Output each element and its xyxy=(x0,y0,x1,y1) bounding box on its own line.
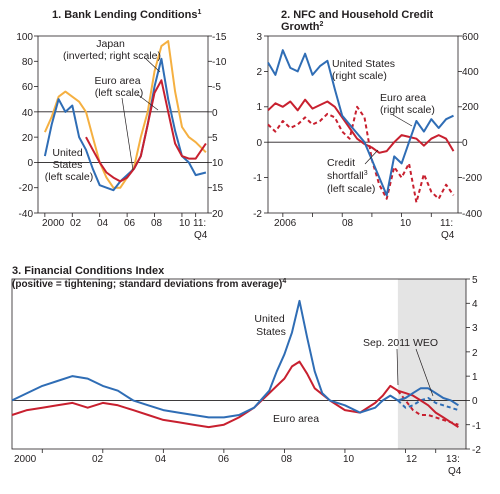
p3-y-tick: -2 xyxy=(472,445,481,456)
p3-x-tick: 10 xyxy=(343,454,355,465)
p3-x-tick-sub: Q4 xyxy=(448,466,462,477)
p3-series-us xyxy=(11,299,399,419)
p1-ly-tick: -40 xyxy=(19,209,34,220)
p2-ly-tick: 0 xyxy=(256,138,262,149)
p1-ly-tick: 0 xyxy=(27,158,33,169)
p2-leader-shortfall xyxy=(364,149,379,165)
p1-x-tick: 2000 xyxy=(42,218,65,229)
panel-1-frame xyxy=(37,35,209,214)
p3-y-tick: 0 xyxy=(472,396,478,407)
p1-ry-tick: 0 xyxy=(212,108,218,119)
p3-y-tick: 2 xyxy=(472,348,478,359)
panel-2-title: 2. NFC and Household Credit Growth2 xyxy=(281,9,436,33)
p2-ly-tick: 2 xyxy=(256,67,262,78)
panel-1-title: 1. Bank Lending Conditions1 xyxy=(52,9,201,21)
panel-1-bank-lending: 1. Bank Lending Conditions1 100 80 60 40… xyxy=(16,9,227,241)
p1-ry-tick: -10 xyxy=(212,57,227,68)
p3-y-tick: 3 xyxy=(472,323,478,334)
p2-label-euro: Euro area (right scale) xyxy=(380,92,435,116)
p3-y-tick: 5 xyxy=(472,275,478,286)
p3-leader-weo-2 xyxy=(415,348,434,397)
p2-ry-tick: -200 xyxy=(462,173,482,184)
p3-series-euro-proj xyxy=(397,389,459,428)
p2-x-tick: 11: xyxy=(440,218,453,229)
p3-label-us: United States xyxy=(254,313,287,338)
p2-x-tick: 2006 xyxy=(274,218,297,229)
p3-x-tick: 04 xyxy=(155,454,167,465)
p1-leader-euro-2 xyxy=(121,97,134,171)
p2-x-tick-sub: Q4 xyxy=(441,230,455,241)
p1-ly-tick: 80 xyxy=(22,57,34,68)
p1-ly-tick: 100 xyxy=(16,32,33,43)
p2-ry-tick: 400 xyxy=(462,67,479,78)
p1-ly-tick: -20 xyxy=(19,183,34,194)
p3-label-weo: Sep. 2011 WEO xyxy=(363,337,438,349)
p2-ly-tick: -1 xyxy=(253,173,262,184)
p3-series-us-proj xyxy=(397,387,459,407)
p2-label-shortfall: Credit shortfall3 (left scale) xyxy=(327,157,375,195)
p1-x-tick-sub: Q4 xyxy=(194,230,208,241)
p2-ry-tick: 200 xyxy=(462,102,479,113)
p3-x-tick: 2000 xyxy=(14,454,37,465)
p1-ry-tick: 5 xyxy=(212,133,218,144)
p1-x-tick: 08 xyxy=(151,218,163,229)
p1-x-tick: 02 xyxy=(70,218,82,229)
p2-series-shortfall xyxy=(267,105,455,204)
p3-series-euro-weo xyxy=(397,390,459,426)
p3-y-tick: 4 xyxy=(472,299,478,310)
p3-y-tick: -1 xyxy=(472,421,481,432)
p2-x-tick: 10 xyxy=(400,218,412,229)
p2-ly-tick: -2 xyxy=(253,209,262,220)
p1-x-tick: 11: xyxy=(193,218,206,229)
panel-3-fci: 3. Financial Conditions Index (positive … xyxy=(11,265,481,477)
p1-ly-tick: 60 xyxy=(22,82,34,93)
p1-ly-tick: 40 xyxy=(22,108,34,119)
p3-label-euro: Euro area xyxy=(273,413,319,425)
p1-label-euro: Euro area (left scale) xyxy=(94,75,143,99)
p3-series-us-weo xyxy=(397,397,459,412)
p1-x-tick: 04 xyxy=(97,218,109,229)
p2-ly-tick: 1 xyxy=(256,102,262,113)
panel-3-title: 3. Financial Conditions Index xyxy=(12,265,165,277)
p3-x-tick: 08 xyxy=(281,454,293,465)
p1-series-euro xyxy=(85,79,207,183)
p2-label-us: United States (right scale) xyxy=(332,58,398,82)
p2-ly-tick: 3 xyxy=(256,32,262,43)
p2-ry-tick: 600 xyxy=(462,32,479,43)
p2-leader-euro xyxy=(392,114,413,127)
p3-y-tick: 1 xyxy=(472,372,478,383)
p3-x-tick: 02 xyxy=(92,454,104,465)
p1-ry-tick: 15 xyxy=(212,183,224,194)
p1-leader-euro xyxy=(136,93,159,111)
p1-x-tick: 10 xyxy=(179,218,191,229)
p2-series-us xyxy=(267,49,454,197)
p1-label-japan: Japan (inverted; right scale) xyxy=(63,38,161,62)
p1-ry-tick: 20 xyxy=(212,209,224,220)
p1-x-tick: 06 xyxy=(124,218,136,229)
p1-ry-tick: -5 xyxy=(212,82,221,93)
panel-2-credit-growth: 2. NFC and Household Credit Growth2 3 2 … xyxy=(253,9,482,241)
p1-label-us: United States (left scale) xyxy=(45,147,93,183)
p1-series-us xyxy=(43,57,207,192)
p3-x-tick: 12 xyxy=(406,454,418,465)
p3-series-euro xyxy=(11,360,399,429)
panel-3-frame xyxy=(11,278,467,450)
panel-3-subtitle: (positive = tightening; standard deviati… xyxy=(12,278,286,290)
p1-ly-tick: 20 xyxy=(22,133,34,144)
p2-ry-tick: -400 xyxy=(462,209,482,220)
p2-x-tick: 08 xyxy=(342,218,354,229)
p1-series-japan xyxy=(43,40,207,189)
p1-ry-tick: -15 xyxy=(212,32,227,43)
p2-ry-tick: 0 xyxy=(462,138,468,149)
p3-x-tick: 06 xyxy=(218,454,230,465)
p3-projection-shade xyxy=(397,279,466,449)
p2-series-euro xyxy=(267,98,455,154)
p3-x-tick: 13: xyxy=(446,454,460,465)
p3-leader-weo-1 xyxy=(396,348,399,386)
p1-leader-japan xyxy=(144,57,161,73)
p1-ry-tick: 10 xyxy=(212,158,224,169)
